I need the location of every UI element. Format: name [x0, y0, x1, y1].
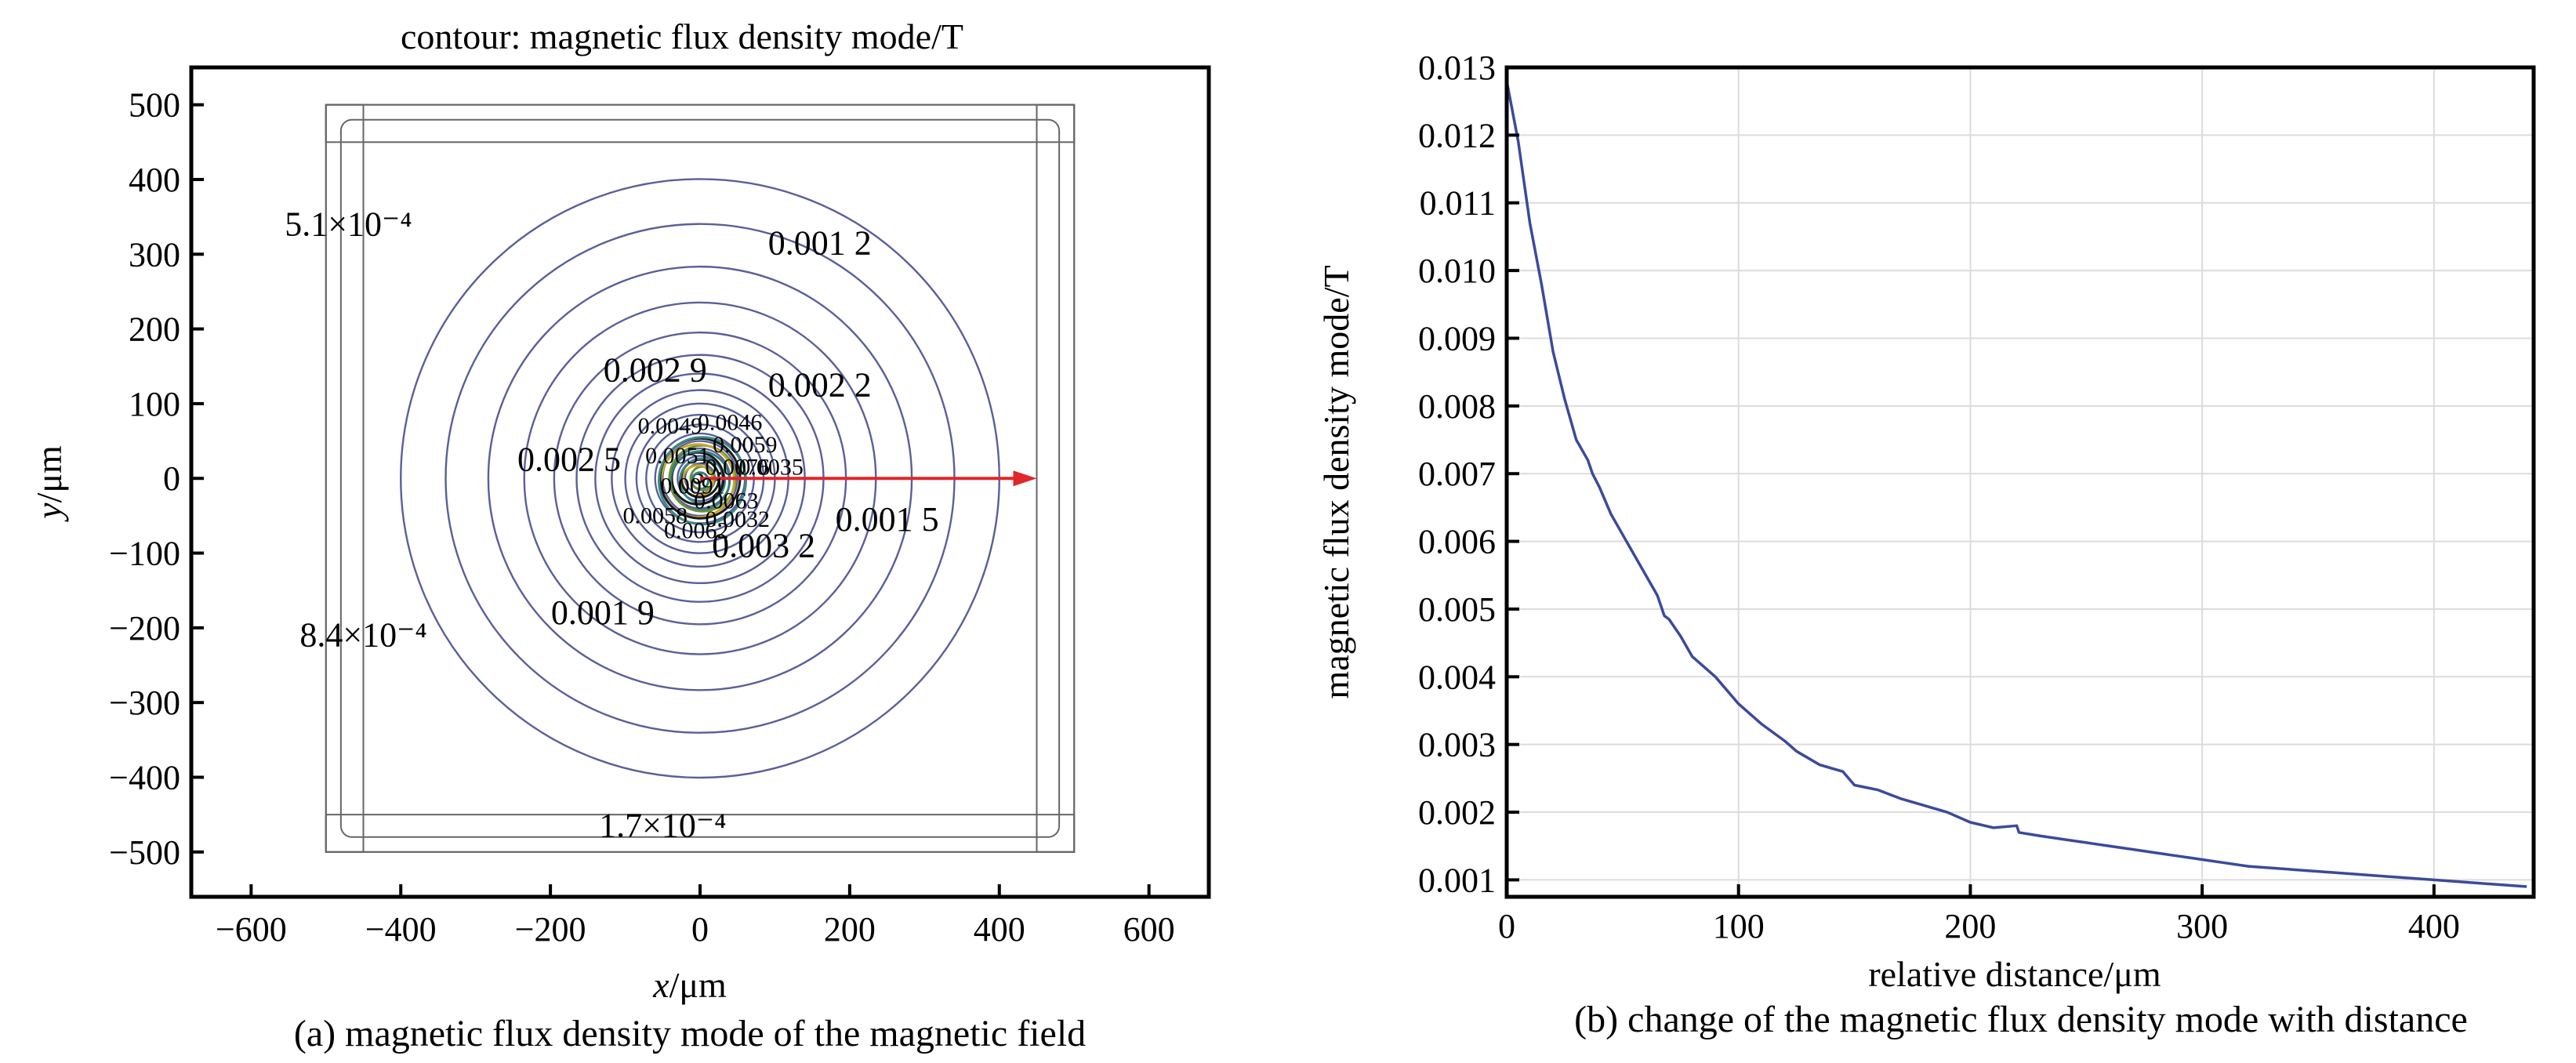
y-tick-label: 0.006: [1418, 523, 1496, 561]
y-tick-label: 0.002: [1418, 793, 1496, 832]
contour-label: 0.002 5: [517, 441, 621, 479]
line-x-axis-label: relative distance/μm: [1868, 954, 2161, 994]
x-tick-label: 400: [2408, 907, 2460, 945]
contour-label: 0.001 2: [768, 223, 872, 262]
x-tick-label: 200: [1944, 907, 1996, 945]
left-bar: [325, 103, 365, 853]
dense-contour-label: 0.0032: [705, 506, 770, 532]
top-bar: [325, 103, 1076, 143]
y-tick-label: 0.009: [1418, 319, 1496, 357]
contour-x-axis-label: x/μm: [652, 965, 727, 1005]
y-tick-label: 0: [163, 459, 180, 498]
x-tick-label: −400: [365, 910, 437, 949]
caption-b: (b) change of the magnetic flux density …: [1574, 999, 2468, 1040]
inner-boundary: [339, 118, 1061, 838]
contour-labels: 5.1×10⁻⁴ 0.001 20.002 9 0.002 20.002 50.00…: [285, 205, 938, 844]
y-tick-label: 0.010: [1418, 252, 1496, 290]
contour-label: 0.001 5: [836, 500, 939, 539]
y-tick-label: 0.008: [1418, 387, 1496, 426]
contour-label: 0.002 9: [604, 350, 707, 389]
dense-contour-label: 0.0076: [705, 454, 770, 480]
contour-panel: contour: magnetic flux density mode/T 5.…: [29, 16, 1211, 1054]
y-tick-label: 200: [129, 310, 180, 349]
dense-contour-label: 0.0049: [638, 413, 703, 439]
x-tick-label: −200: [515, 910, 586, 949]
center-ring-11: [658, 436, 747, 526]
y-tick-label: 0.003: [1418, 726, 1496, 764]
y-tick-label: 500: [129, 86, 180, 125]
y-axis-ticks: 500 400 300 200 100 0 −100 −200 −300 −400 −500: [109, 86, 204, 872]
y-tick-label: 300: [129, 235, 180, 274]
contour-label: 8.4×10⁻⁴: [299, 616, 426, 655]
y-tick-label: 0.012: [1418, 116, 1496, 154]
contour-label: 0.002 2: [768, 365, 872, 404]
line-y-axis-ticks: 0.001 0.002 0.003 0.004 0.005 0.006 0.007 0.008…: [1418, 49, 1519, 899]
x-axis-variable: x: [652, 965, 669, 1005]
dense-contour-label: 0.0091: [660, 473, 725, 499]
line-chart-grid: [1506, 67, 2534, 897]
x-axis-unit: /μm: [669, 965, 727, 1005]
contour-y-axis-label: y/μm: [29, 445, 69, 522]
dense-contour-label: 0.0035: [738, 454, 804, 480]
line-plot-frame: [1504, 65, 2536, 899]
contour-label: 1.7×10⁻⁴: [599, 807, 726, 845]
y-tick-label: 0.005: [1418, 590, 1496, 629]
dense-contour-labels: 0.00490.00460.00590.00760.00350.00630.00…: [622, 409, 803, 543]
arrow-head: [1013, 470, 1037, 487]
x-tick-label: 100: [1713, 907, 1765, 945]
dense-contour-label: 0.0063: [694, 488, 759, 513]
right-bar: [1036, 103, 1076, 853]
x-axis-ticks: −600 −400 −200 0 200 400 600: [216, 884, 1175, 949]
magnet-structure-outline: [325, 103, 1076, 853]
line-y-axis-label: magnetic flux density mode/T: [1316, 265, 1356, 698]
x-tick-label: −600: [216, 910, 287, 949]
y-tick-label: 0.004: [1418, 658, 1496, 696]
y-tick-label: −500: [109, 833, 180, 872]
x-tick-label: 0: [691, 910, 709, 949]
y-tick-label: 400: [129, 161, 180, 199]
y-tick-label: −300: [109, 684, 180, 722]
x-tick-label: 300: [2176, 907, 2228, 945]
dense-contour-label: 0.0046: [698, 409, 763, 435]
y-axis-unit: /μm: [29, 445, 69, 502]
dense-contour-label: 0.0062: [664, 517, 729, 543]
y-tick-label: 100: [129, 385, 180, 423]
contour-label: 0.003 2: [712, 526, 815, 564]
y-tick-label: 0.013: [1418, 49, 1496, 87]
x-tick-label: 200: [824, 910, 876, 949]
y-tick-label: −100: [109, 535, 180, 573]
caption-a: (a) magnetic flux density mode of the ma…: [294, 1013, 1086, 1054]
y-tick-label: 0.007: [1418, 455, 1496, 493]
line-x-axis-ticks: 0 100 200 300 400: [1498, 884, 2460, 945]
contour-label: 0.001 9: [551, 593, 655, 632]
distance-arrow: [700, 470, 1037, 487]
contour-title: contour: magnetic flux density mode/T: [401, 16, 963, 56]
y-tick-label: −400: [109, 758, 180, 796]
flux-density-line: [1505, 80, 2527, 888]
x-tick-label: 0: [1498, 907, 1515, 945]
y-tick-label: 0.001: [1418, 861, 1496, 899]
contour-label: 5.1×10⁻⁴: [285, 205, 412, 243]
line-panel: 0 100 200 300 400 0.0010.0020.0030.0040.0050…: [1316, 49, 2536, 1040]
dense-contour-label: 0.0059: [713, 432, 778, 458]
dense-contour-label: 0.0058: [622, 502, 688, 528]
y-tick-label: 0.011: [1420, 184, 1496, 223]
y-tick-label: −200: [109, 609, 180, 648]
x-tick-label: 400: [974, 910, 1025, 949]
x-tick-label: 600: [1123, 910, 1175, 949]
dense-contour-label: 0.0051: [645, 443, 710, 469]
y-axis-variable: y: [29, 502, 69, 522]
